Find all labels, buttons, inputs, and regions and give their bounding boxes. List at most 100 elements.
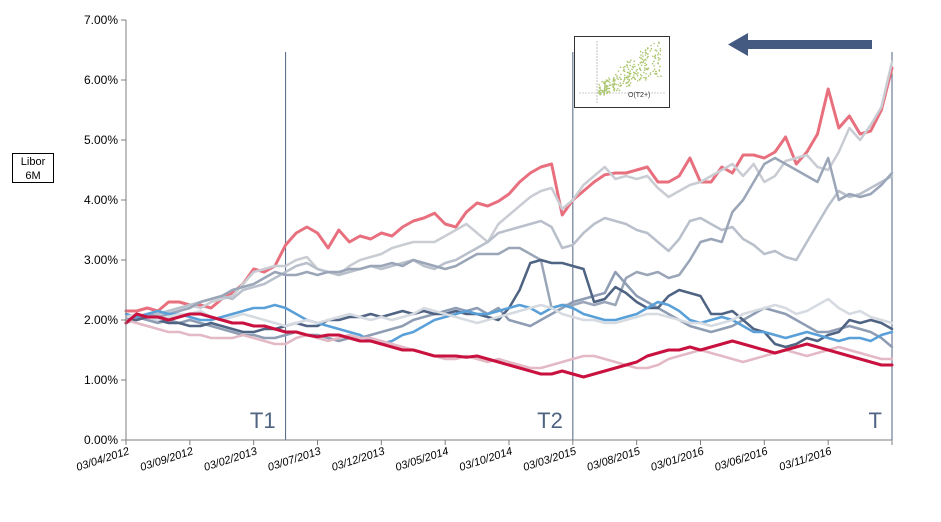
inset-point — [620, 73, 622, 76]
y-axis-label-line-1: Libor — [20, 156, 46, 168]
inset-point — [643, 71, 645, 74]
inset-point — [604, 84, 606, 86]
inset-point — [615, 89, 618, 92]
inset-point — [647, 55, 649, 58]
inset-point — [612, 86, 615, 89]
inset-point — [633, 63, 635, 66]
series-line-10 — [124, 312, 894, 379]
inset-point — [612, 80, 614, 82]
inset-point — [655, 70, 657, 73]
inset-point — [618, 89, 621, 92]
inset-point — [650, 47, 653, 50]
inset-point — [599, 93, 602, 95]
inset-point — [599, 87, 601, 90]
marker-label-t2: T2 — [537, 408, 563, 433]
inset-point — [617, 88, 619, 90]
inset-point — [613, 90, 615, 92]
inset-point — [605, 88, 608, 91]
inset-point — [650, 44, 652, 47]
inset-point — [607, 85, 609, 87]
inset-point — [642, 55, 644, 57]
inset-point — [653, 42, 655, 45]
inset-point — [644, 54, 647, 56]
inset-point — [649, 72, 652, 74]
inset-point — [646, 68, 649, 71]
inset-point — [644, 67, 646, 69]
inset-point — [655, 49, 658, 52]
inset-point — [627, 71, 629, 74]
inset-point — [633, 60, 636, 62]
inset-point — [658, 41, 660, 44]
inset-point — [641, 75, 643, 77]
inset-point — [645, 52, 648, 54]
x-tick-label: 03/05/2014 — [394, 445, 450, 473]
y-axis-label-line-2: 6M — [25, 170, 41, 182]
inset-point — [640, 64, 643, 67]
inset-point — [598, 90, 601, 93]
inset-point — [619, 78, 622, 80]
inset-point — [622, 69, 625, 72]
inset-point — [603, 88, 606, 91]
inset-point — [605, 84, 608, 87]
inset-point — [604, 86, 606, 88]
marker-label-t1: T1 — [250, 408, 276, 433]
y-tick-label: 7.00% — [84, 13, 118, 27]
inset-point — [616, 75, 618, 77]
inset-point — [639, 73, 642, 76]
inset-point — [607, 80, 610, 83]
inset-point — [640, 57, 642, 59]
inset-point — [644, 64, 646, 67]
inset-point — [644, 49, 647, 51]
inset-point — [646, 57, 649, 59]
inset-point — [657, 59, 660, 61]
inset-point — [649, 50, 652, 52]
inset-point — [645, 68, 648, 71]
inset-point — [652, 70, 654, 72]
inset-point — [642, 52, 644, 54]
series-line-3 — [124, 174, 894, 325]
inset-point — [604, 82, 607, 84]
inset-point — [615, 83, 617, 86]
inset-point — [649, 73, 652, 76]
inset-point — [639, 50, 642, 53]
inset-point — [626, 85, 628, 88]
inset-point — [628, 78, 631, 81]
inset-point — [625, 64, 628, 66]
inset-point — [635, 70, 638, 72]
inset-point — [625, 82, 628, 84]
inset-point — [617, 84, 619, 86]
y-tick-label: 6.00% — [84, 73, 118, 87]
inset-point — [617, 70, 620, 72]
inset-point — [637, 72, 639, 74]
inset-point — [645, 63, 648, 66]
inset-point — [613, 82, 616, 85]
inset-point — [640, 54, 642, 56]
inset-point — [617, 78, 619, 80]
inset-point — [643, 69, 646, 71]
y-tick-label: 3.00% — [84, 253, 118, 267]
inset-point — [628, 79, 630, 82]
scatter-inset — [574, 36, 670, 108]
inset-point — [643, 76, 645, 79]
inset-point — [599, 91, 602, 94]
inset-point — [630, 77, 633, 80]
inset-point — [659, 58, 661, 60]
inset-point — [627, 75, 629, 77]
inset-point — [659, 53, 662, 56]
inset-point — [622, 82, 624, 85]
inset-point — [636, 73, 638, 75]
inset-point — [608, 90, 611, 93]
inset-point — [629, 61, 631, 63]
inset-point — [619, 76, 621, 79]
series-line-7 — [124, 300, 894, 346]
series-line-9 — [124, 318, 894, 370]
inset-point — [645, 79, 647, 81]
series-line-4 — [124, 156, 894, 322]
inset-point — [652, 55, 654, 58]
vertical-marker-layer — [285, 52, 893, 440]
inset-point — [624, 74, 626, 76]
inset-point — [627, 61, 629, 64]
series-line-8 — [124, 297, 894, 328]
inset-point — [602, 90, 605, 92]
x-tick-label: 03/12/2013 — [330, 445, 387, 474]
